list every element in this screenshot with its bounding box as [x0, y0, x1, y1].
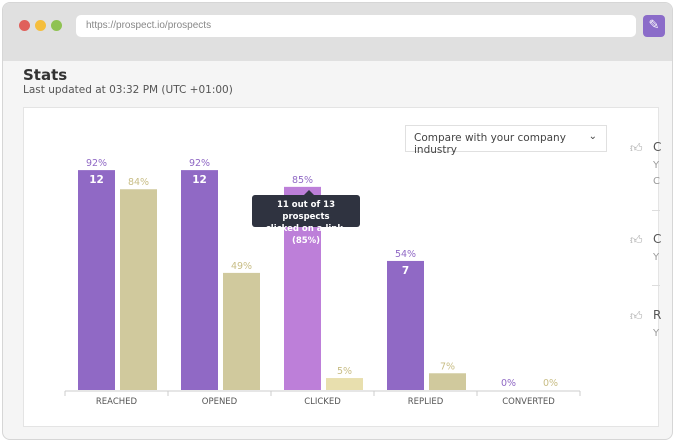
close-window-button[interactable]	[19, 20, 30, 31]
insight-text: Y	[653, 328, 660, 339]
bar-percent-label: 0%	[543, 378, 558, 389]
chevron-down-icon: ⌄	[588, 131, 597, 142]
bar	[429, 373, 466, 390]
bar-count-label: 12	[192, 174, 207, 186]
bar	[120, 189, 157, 390]
bar-count-label: 7	[402, 265, 409, 277]
browser-titlebar: https://prospect.io/prospects ✎	[3, 3, 672, 61]
bar	[387, 260, 424, 390]
insight-text: Y	[653, 160, 660, 171]
compare-select[interactable]: Compare with your company industry ⌄	[405, 125, 607, 156]
tooltip-line: clicked on a link. (85%)	[265, 224, 347, 246]
minimize-window-button[interactable]	[35, 20, 46, 31]
maximize-window-button[interactable]	[51, 20, 62, 31]
bar-percent-label: 92%	[86, 158, 107, 169]
bar	[223, 272, 260, 390]
tooltip: 11 out of 13 prospects clicked on a link…	[252, 190, 360, 246]
stats-card: 92% 12 84% REACHED 92% 12 49% OPENED 85% 5% CLICKE…	[23, 107, 662, 427]
x-tick-label: REACHED	[96, 397, 138, 407]
insight-title: R	[653, 308, 662, 322]
funnel-bar-chart: 92% 12 84% REACHED 92% 12 49% OPENED 85% 5% CLICKE…	[64, 158, 581, 407]
thumbs-up-icon: 👍︎	[630, 233, 643, 247]
tooltip-line: 11 out of 13 prospects	[276, 200, 336, 222]
divider	[652, 210, 660, 211]
x-tick-label: CONVERTED	[502, 397, 555, 407]
insight-title: C	[653, 140, 662, 154]
bar-percent-label: 92%	[189, 158, 210, 169]
bar	[326, 378, 363, 390]
bar-percent-label: 54%	[395, 249, 416, 260]
insight-text: C	[653, 176, 660, 187]
bar-percent-label: 5%	[337, 366, 352, 377]
divider	[652, 285, 660, 286]
insight-text: Y	[653, 252, 660, 263]
x-tick-label: CLICKED	[304, 397, 341, 407]
bar-percent-label: 84%	[128, 177, 149, 188]
bar-percent-label: 85%	[292, 175, 313, 186]
page-title: Stats	[23, 66, 68, 84]
x-tick-label: OPENED	[202, 397, 238, 407]
thumbs-up-icon: 👍︎	[630, 309, 643, 323]
bar-percent-label: 0%	[501, 378, 516, 389]
bar-percent-label: 49%	[231, 261, 252, 272]
carrot-icon[interactable]: ✎	[643, 15, 665, 37]
last-updated: Last updated at 03:32 PM (UTC +01:00)	[23, 84, 233, 96]
url-bar[interactable]: https://prospect.io/prospects	[76, 15, 636, 37]
bar-percent-label: 7%	[440, 361, 455, 372]
bar-count-label: 12	[89, 174, 104, 186]
bar	[181, 170, 218, 390]
thumbs-up-icon: 👍︎	[630, 141, 643, 155]
x-tick-label: REPLIED	[408, 397, 444, 407]
compare-select-value: Compare with your company industry	[414, 132, 566, 156]
bar	[78, 170, 115, 390]
insight-title: C	[653, 232, 662, 246]
browser-window: https://prospect.io/prospects ✎ Stats La…	[2, 2, 673, 440]
